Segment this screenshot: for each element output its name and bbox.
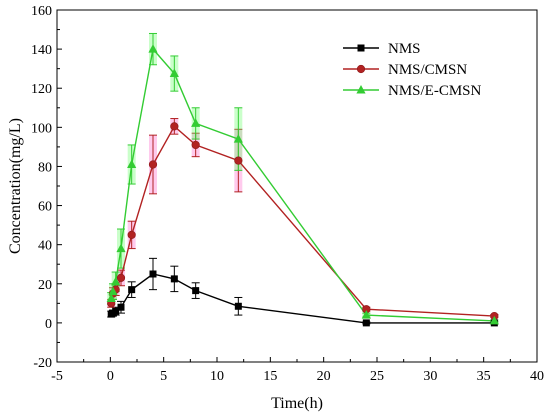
x-tick-label: 5	[160, 369, 167, 384]
nms-point	[112, 307, 120, 315]
nms-point	[362, 319, 370, 327]
y-tick-label: 100	[31, 121, 52, 136]
nms-point	[117, 303, 125, 311]
y-axis: -20 0 20 40 60 80 100 120 140 160	[31, 4, 62, 371]
x-tick-label: 0	[107, 369, 114, 384]
nms-cmsn-point	[116, 273, 126, 283]
y-tick-label: 140	[31, 43, 52, 58]
y-tick-label: 160	[31, 4, 52, 19]
x-tick-label: 20	[317, 369, 331, 384]
y-tick-label: 0	[45, 317, 52, 332]
data-markers	[106, 44, 499, 327]
x-tick-label: 10	[210, 369, 224, 384]
legend-marker-nms-cmsn	[356, 64, 366, 74]
y-tick-label: 40	[38, 239, 52, 254]
nms-point	[192, 287, 200, 295]
x-tick-label: 15	[263, 369, 277, 384]
legend: NMS NMS/CMSN NMS/E-CMSN	[343, 41, 482, 99]
nms-e-cmsn-point	[191, 118, 201, 127]
nms-cmsn-point	[170, 122, 179, 131]
x-tick-label: -5	[51, 369, 63, 384]
y-tick-label: 80	[38, 160, 52, 175]
nms-point	[170, 275, 178, 283]
nms-point	[128, 286, 136, 294]
y-tick-label: 20	[38, 278, 52, 293]
legend-label-nms-e-cmsn: NMS/E-CMSN	[388, 83, 482, 99]
y-tick-label: 120	[31, 82, 52, 97]
nms-cmsn-point	[191, 140, 200, 150]
legend-marker-nms	[357, 44, 365, 52]
x-axis-label: Time(h)	[271, 395, 323, 412]
nms-e-cmsn-point	[106, 293, 116, 302]
nms-e-cmsn-point	[116, 243, 126, 253]
y-tick-label: 60	[38, 200, 52, 215]
nms-e-cmsn-point	[148, 44, 158, 53]
nms-point	[149, 270, 157, 278]
x-tick-label: 25	[370, 369, 384, 384]
nms-e-cmsn-point	[111, 276, 121, 286]
legend-marker-nms-e-cmsn	[356, 85, 366, 94]
x-axis: -5 0 5 10 15 20 25 30 35 40	[51, 357, 544, 384]
nms-cmsn-point	[148, 160, 158, 169]
nms-cmsn-point	[127, 230, 136, 239]
nms-e-cmsn-point	[169, 68, 179, 78]
legend-label-nms: NMS	[388, 41, 421, 57]
nms-e-cmsn-point	[108, 286, 118, 296]
nms-cmsn-line	[110, 125, 495, 317]
y-axis-label: Concentration(mg/L)	[7, 118, 24, 254]
x-tick-label: 30	[423, 369, 437, 384]
nms-e-cmsn-point	[361, 310, 371, 319]
x-tick-label: 40	[530, 369, 544, 384]
nms-cmsn-point	[234, 156, 243, 165]
y-tick-label: -20	[33, 356, 52, 371]
legend-label-nms-cmsn: NMS/CMSN	[388, 62, 467, 78]
nms-e-cmsn-point	[127, 159, 137, 168]
nms-line	[110, 273, 495, 324]
nms-point	[234, 302, 242, 310]
nms-e-cmsn-point	[489, 315, 499, 325]
nms-e-cmsn-point	[233, 134, 243, 143]
x-tick-label: 35	[477, 369, 491, 384]
